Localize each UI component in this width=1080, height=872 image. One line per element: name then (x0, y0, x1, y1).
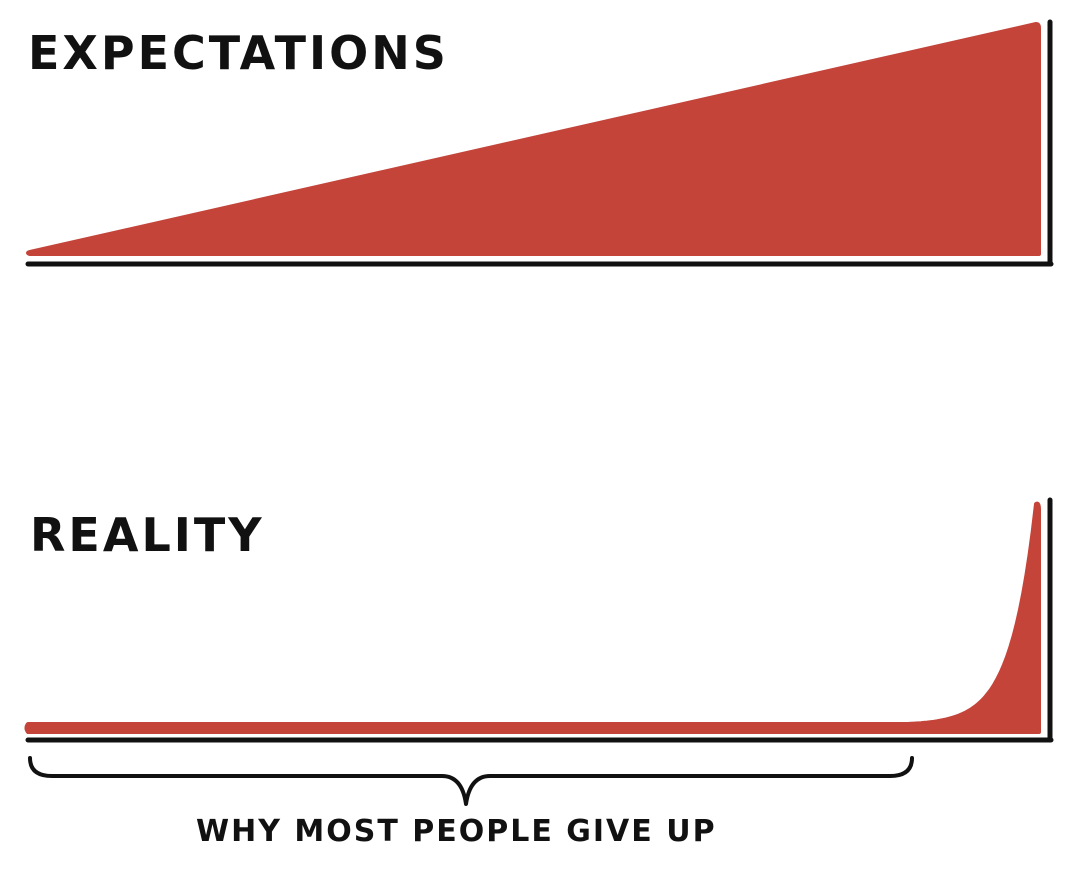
chart-title-reality: REALITY (30, 508, 265, 562)
brace-annotation-label: WHY MOST PEOPLE GIVE UP (196, 814, 717, 849)
expectations-area (26, 22, 1041, 256)
reality-area (24, 501, 1041, 734)
expectations-chart (25, 19, 1054, 267)
curly-brace (28, 756, 914, 806)
chart-title-expectations: EXPECTATIONS (28, 26, 449, 80)
